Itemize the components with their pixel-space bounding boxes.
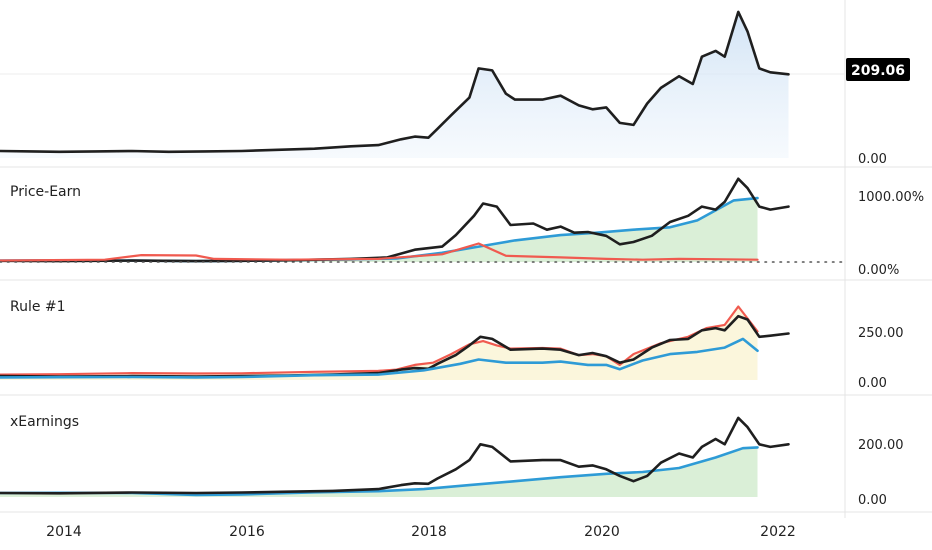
x-tick-2020: 2020 [584,524,620,540]
y-tick-pane3-top: 250.00 [858,326,904,341]
y-tick-pane2-zero: 0.00% [858,263,899,278]
pane-4-price-line [0,416,790,495]
pane-4-fair-area [0,447,758,497]
pane-4-plot [0,416,790,497]
x-tick-2018: 2018 [411,524,447,540]
pane-3-fair-line [0,337,759,379]
last-price-badge-label: 209.06 [851,63,905,79]
pane-2-high-line [0,242,759,262]
plot-layer [0,10,846,497]
pane-2-fair-area [0,198,758,262]
pane-2-plot [0,177,790,263]
pane-3-high-area [0,306,758,380]
x-tick-2016: 2016 [229,524,265,540]
pane-title-price-earn: Price-Earn [10,184,81,200]
pane-title-xearnings: xEarnings [10,414,79,430]
pane-4-fair-line [0,446,759,497]
x-tick-2022: 2022 [760,524,796,540]
y-tick-pane1-zero: 0.00 [858,152,887,167]
pane-1-price-area [0,11,789,159]
pane-1-price-line [0,10,790,154]
last-price-badge [846,58,910,81]
y-tick-pane4-zero: 0.00 [858,493,887,508]
y-tick-pane3-zero: 0.00 [858,376,887,391]
y-tick-pane2-top: 1000.00% [858,190,924,205]
pane-3-plot [0,305,790,380]
y-tick-pane4-top: 200.00 [858,438,904,453]
x-tick-2014: 2014 [46,524,82,540]
pane-title-rule1: Rule #1 [10,299,66,315]
pane-1-plot [0,10,790,159]
